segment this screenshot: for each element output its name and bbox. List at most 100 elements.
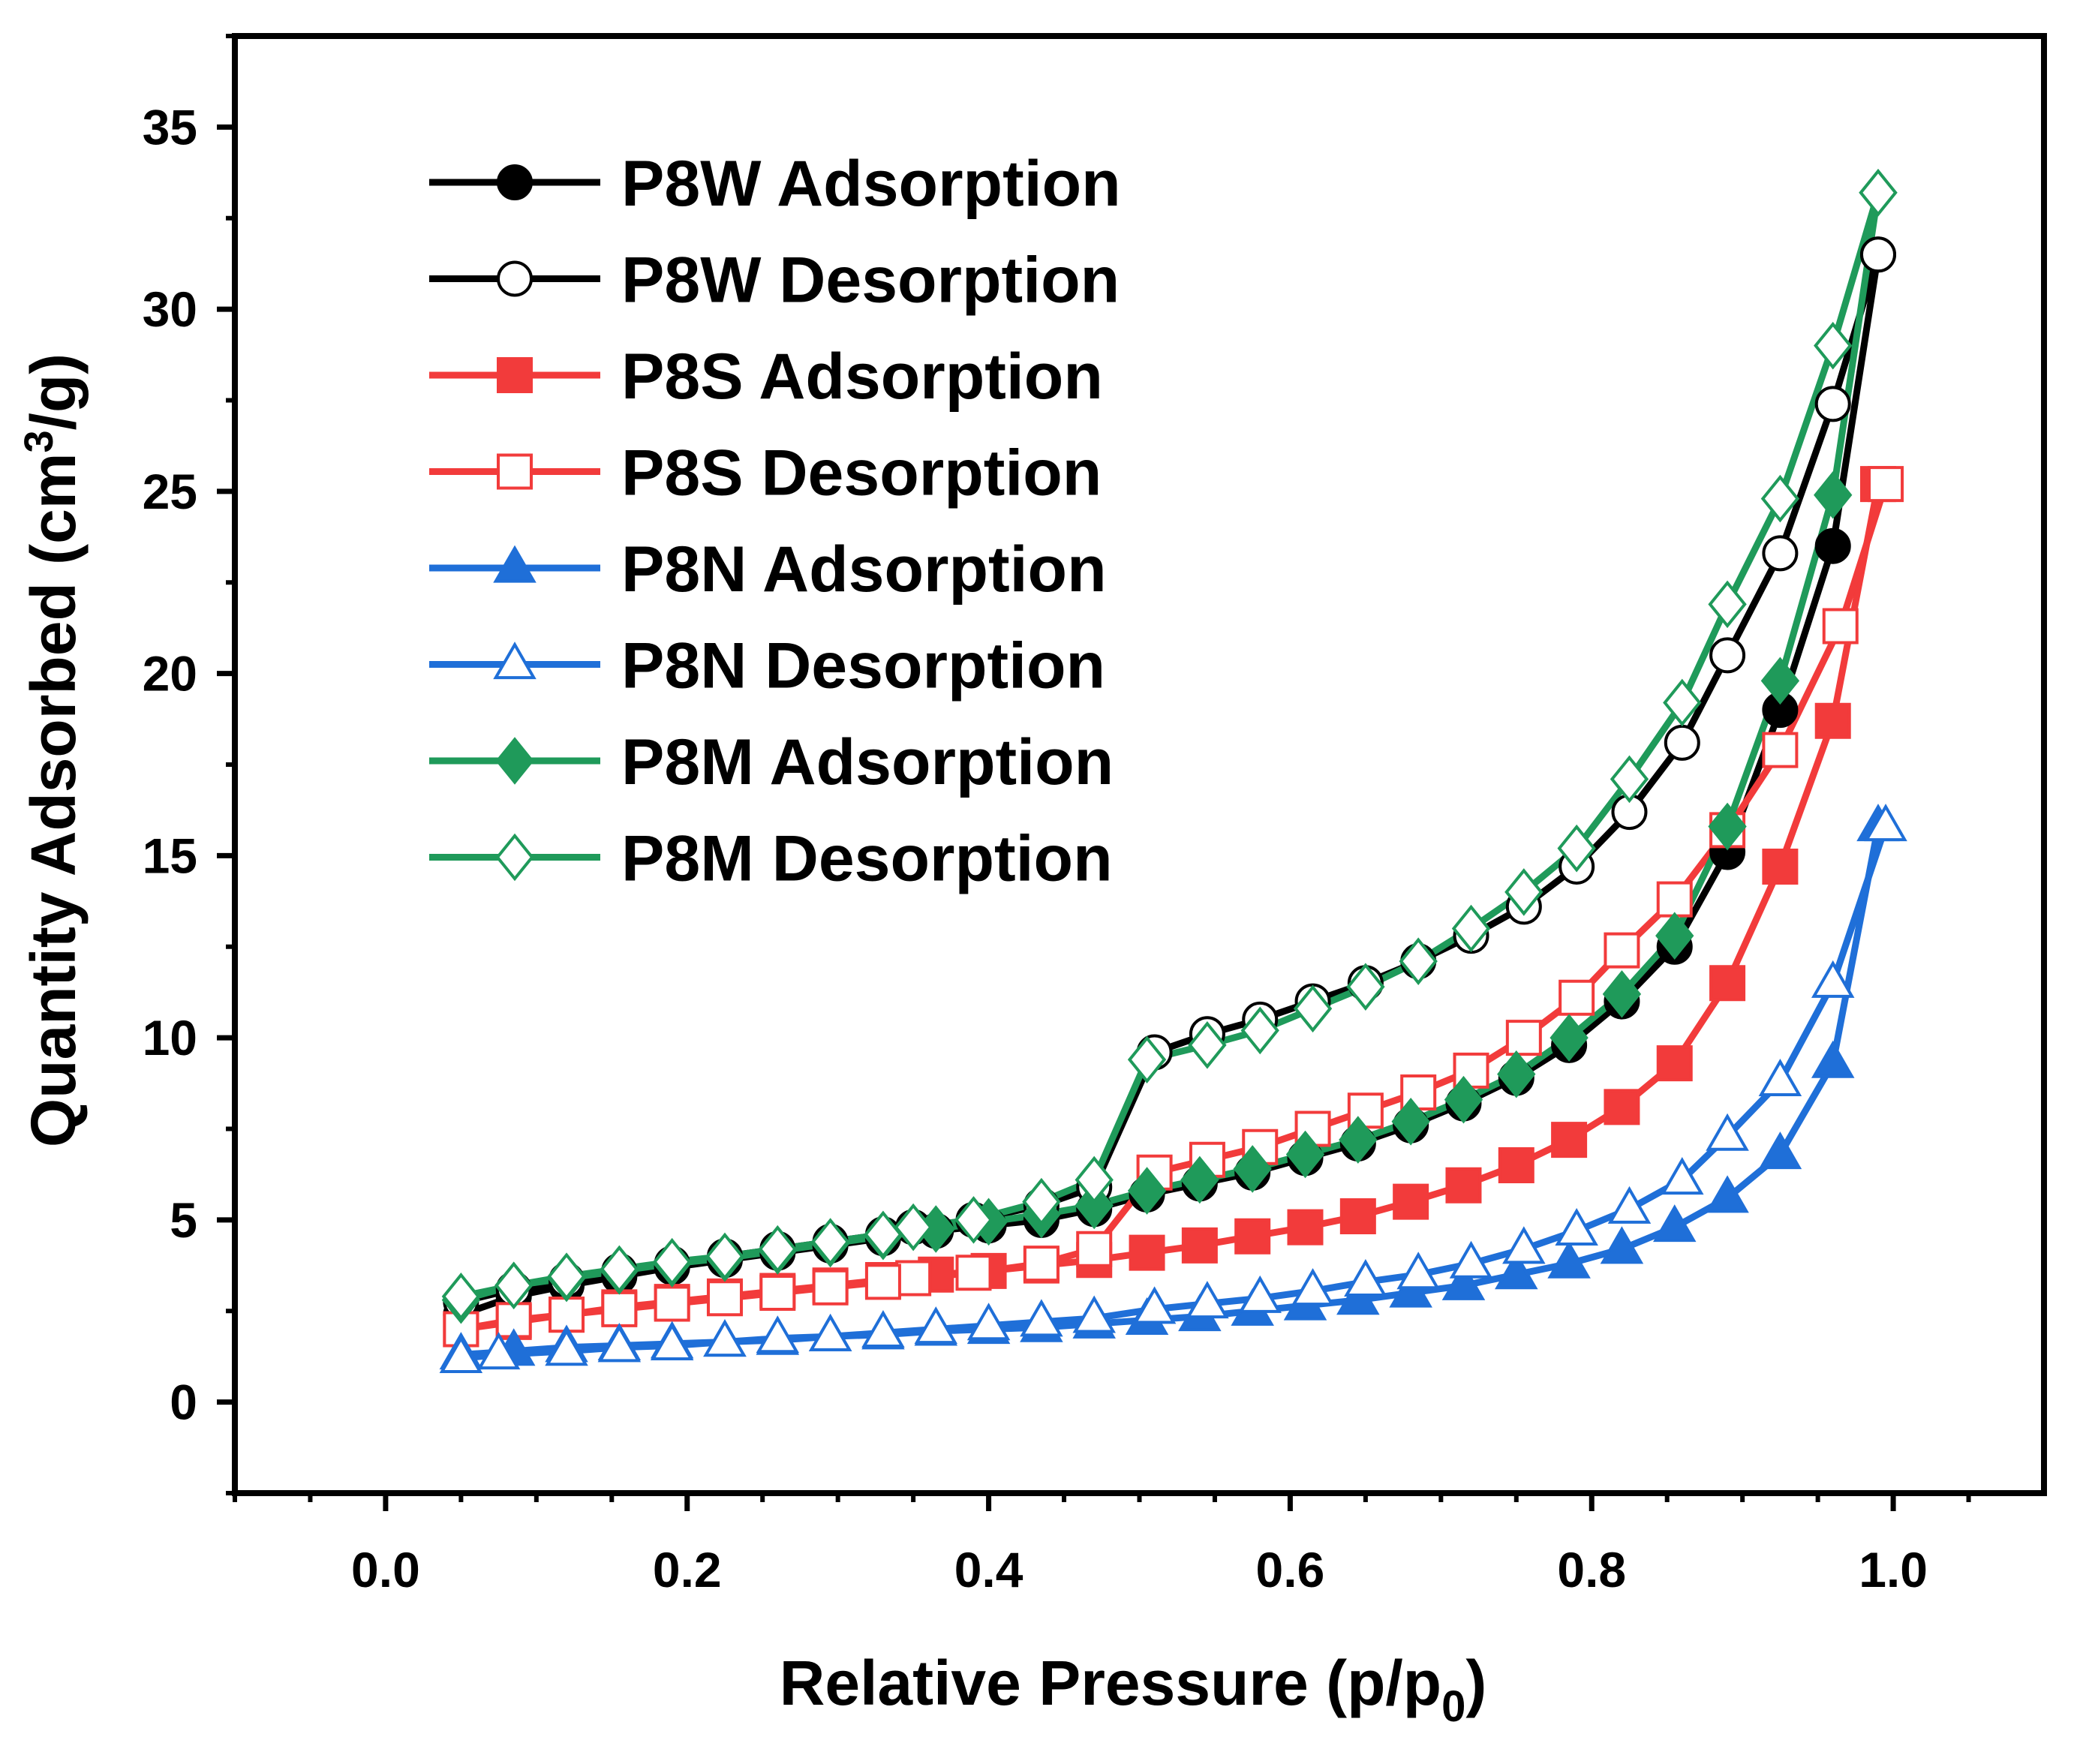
- legend-marker: [497, 164, 533, 200]
- data-point-p8s-adsorption: [1339, 1198, 1376, 1235]
- data-point-p8m-adsorption: [1233, 1145, 1272, 1193]
- legend-item-p8w-adsorption: P8W Adsorption: [429, 148, 1121, 220]
- data-point-p8m-desorption: [1451, 904, 1491, 953]
- x-tick-label: 0.0: [351, 1542, 420, 1597]
- data-point-p8m-desorption: [1610, 755, 1649, 804]
- data-point-p8m-adsorption: [1655, 912, 1694, 960]
- data-point-p8s-desorption: [1604, 932, 1640, 969]
- legend-item-p8m-adsorption: P8M Adsorption: [429, 726, 1114, 798]
- data-point-p8m-desorption: [864, 1210, 903, 1259]
- data-point-p8s-adsorption: [1181, 1227, 1218, 1264]
- data-point-p8w-desorption: [1814, 386, 1851, 422]
- data-point-p8m-adsorption: [1285, 1130, 1325, 1179]
- y-tick-label: 10: [143, 1010, 197, 1065]
- data-point-p8n-adsorption: [1441, 1262, 1486, 1300]
- data-point-p8n-desorption: [1811, 960, 1855, 998]
- x-tick-label: 0.8: [1557, 1542, 1626, 1597]
- y-tick-label: 30: [143, 281, 197, 337]
- x-tick-label: 0.4: [954, 1542, 1023, 1597]
- legend-label: P8M Adsorption: [621, 726, 1114, 798]
- data-point-p8s-desorption: [1023, 1246, 1060, 1282]
- data-point-p8m-desorption: [441, 1273, 481, 1321]
- legend-marker: [497, 260, 533, 297]
- data-point-p8w-desorption: [1664, 724, 1700, 761]
- data-point-p8m-desorption: [810, 1218, 850, 1266]
- data-point-p8s-adsorption: [1445, 1167, 1482, 1204]
- y-tick-label: 25: [143, 464, 197, 519]
- legend-label: P8M Desorption: [621, 823, 1113, 895]
- data-point-p8s-adsorption: [1129, 1234, 1165, 1271]
- data-point-p8n-desorption: [703, 1319, 747, 1357]
- data-point-p8n-desorption: [1864, 804, 1907, 842]
- data-point-p8n-desorption: [1555, 1208, 1598, 1246]
- data-point-p8m-adsorption: [1180, 1155, 1219, 1204]
- legend-marker: [495, 737, 534, 785]
- legend-item-p8m-desorption: P8M Desorption: [429, 823, 1113, 895]
- data-point-p8m-desorption: [1293, 984, 1333, 1033]
- data-point-p8m-adsorption: [1708, 802, 1747, 851]
- legend-item-p8n-adsorption: P8N Adsorption: [429, 533, 1107, 606]
- data-point-p8m-desorption: [1346, 963, 1385, 1011]
- data-point-p8s-desorption: [706, 1280, 743, 1317]
- legend-label: P8W Desorption: [621, 245, 1120, 317]
- data-point-p8s-adsorption: [1814, 702, 1851, 739]
- data-point-p8s-desorption: [1868, 466, 1904, 503]
- data-point-p8n-desorption: [1396, 1252, 1440, 1290]
- data-point-p8n-desorption: [476, 1332, 521, 1370]
- x-tick-label: 0.2: [653, 1542, 722, 1597]
- axes: 0.0 0.2 0.4 0.6 0.8 1.0 0 5 10 15 20 25 30 35: [143, 33, 2047, 1597]
- data-point-p8n-desorption: [1502, 1226, 1546, 1264]
- data-point-p8m-desorption: [1859, 168, 1898, 217]
- data-point-p8m-adsorption: [1127, 1167, 1167, 1215]
- data-point-p8m-adsorption: [1339, 1116, 1378, 1164]
- data-point-p8s-desorption: [812, 1269, 849, 1306]
- data-point-p8m-desorption: [1760, 474, 1800, 523]
- data-point-p8n-adsorption: [1389, 1270, 1432, 1308]
- series-line-p8n-desorption: [460, 825, 1889, 1362]
- data-point-p8n-desorption: [545, 1328, 588, 1366]
- legend-label: P8S Adsorption: [621, 341, 1103, 413]
- data-point-p8s-desorption: [1076, 1231, 1113, 1267]
- data-point-p8n-adsorption: [1652, 1204, 1697, 1243]
- legend-item-p8s-desorption: P8S Desorption: [429, 437, 1102, 509]
- data-point-p8m-adsorption: [1391, 1098, 1430, 1146]
- x-tick-label: 1.0: [1859, 1542, 1928, 1597]
- legend-label: P8N Desorption: [621, 630, 1105, 702]
- data-point-p8m-desorption: [547, 1252, 586, 1300]
- data-point-p8s-adsorption: [1393, 1183, 1429, 1220]
- data-point-p8s-desorption: [549, 1297, 585, 1333]
- data-point-p8m-adsorption: [1444, 1075, 1483, 1124]
- legend-item-p8n-desorption: P8N Desorption: [429, 630, 1105, 702]
- y-tick-label: 5: [170, 1192, 197, 1248]
- legend-marker: [493, 545, 537, 583]
- data-point-p8s-desorption: [759, 1274, 796, 1311]
- data-point-p8n-desorption: [1238, 1275, 1282, 1313]
- data-point-p8n-desorption: [1661, 1157, 1704, 1195]
- data-point-p8n-adsorption: [1547, 1240, 1591, 1279]
- legend-label: P8S Desorption: [621, 437, 1102, 509]
- data-point-p8m-desorption: [1557, 824, 1596, 873]
- data-point-p8s-desorption: [601, 1291, 638, 1327]
- data-point-p8m-desorption: [1504, 868, 1543, 916]
- data-point-p8n-desorption: [1020, 1299, 1063, 1337]
- data-point-p8s-desorption: [1559, 979, 1595, 1016]
- legend-marker: [497, 357, 533, 393]
- data-point-p8m-adsorption: [1497, 1050, 1536, 1098]
- data-point-p8n-desorption: [1186, 1281, 1229, 1319]
- data-point-p8n-adsorption: [1758, 1131, 1802, 1170]
- legend-label: P8N Adsorption: [621, 533, 1107, 606]
- data-point-p8m-desorption: [758, 1225, 797, 1273]
- data-point-p8m-adsorption: [1760, 657, 1800, 705]
- legend-marker: [493, 642, 537, 680]
- data-point-p8n-desorption: [650, 1322, 694, 1360]
- plot-lines: [459, 191, 1889, 1362]
- data-point-p8n-desorption: [1706, 1113, 1749, 1151]
- legend-item-p8s-adsorption: P8S Adsorption: [429, 341, 1103, 413]
- data-point-p8s-adsorption: [1551, 1122, 1588, 1158]
- x-axis-label: Relative Pressure (p/p0): [780, 1648, 1487, 1731]
- data-point-p8s-desorption: [1505, 1020, 1542, 1056]
- data-point-p8s-adsorption: [1498, 1147, 1534, 1184]
- data-point-p8s-adsorption: [1604, 1089, 1640, 1125]
- data-point-p8s-desorption: [895, 1260, 932, 1297]
- data-point-p8w-desorption: [1762, 535, 1799, 572]
